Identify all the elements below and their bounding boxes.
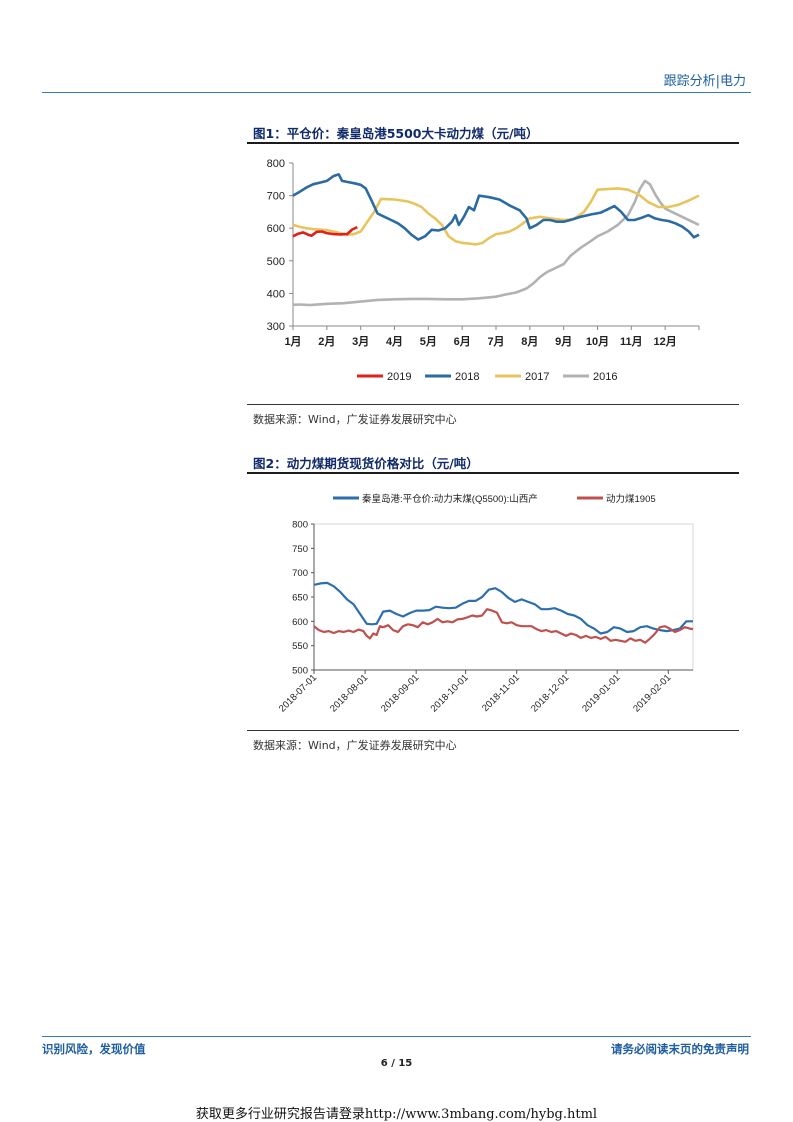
figure1-bottom-rule — [247, 404, 739, 405]
header-divider — [42, 92, 751, 93]
x-tick-label: 12月 — [654, 335, 677, 348]
y-tick-label: 750 — [292, 544, 308, 555]
y-tick-label: 300 — [267, 321, 285, 333]
x-tick-label: 11月 — [620, 335, 643, 348]
x-tick-label: 10月 — [586, 335, 609, 348]
footer-disclaimer-note: 请务必阅读末页的免责声明 — [611, 1041, 749, 1057]
x-tick-label: 2018-09-01 — [379, 672, 421, 714]
legend-label-spot: 秦皇岛港:平仓价:动力末煤(Q5500):山西产 — [362, 493, 538, 505]
y-tick-label: 500 — [292, 666, 308, 677]
series-line-futures — [314, 609, 693, 643]
x-tick-label: 8月 — [521, 335, 538, 348]
x-tick-label: 1月 — [284, 335, 301, 348]
figure1-chart: 300 400 500 600 700 800 1月 2月 3月 4月 5月 6月 7月 8月 9月 10月 1… — [247, 146, 739, 402]
y-tick-label: 700 — [292, 568, 308, 579]
y-tick-label: 600 — [292, 617, 308, 628]
y-tick-label: 700 — [267, 191, 285, 203]
figure2-chart: 500 550 600 650 700 750 800 2018-07-01 2018-08-0… — [247, 476, 739, 728]
y-tick-label: 650 — [292, 593, 308, 604]
y-tick-label: 500 — [267, 256, 285, 268]
figure1-top-rule — [247, 142, 739, 144]
x-tick-label: 7月 — [487, 335, 504, 348]
y-tick-label: 800 — [292, 520, 308, 531]
series-line-spot — [314, 583, 693, 634]
footer-slogan: 识别风险，发现价值 — [42, 1041, 146, 1057]
y-tick-label: 800 — [267, 158, 285, 170]
figure2-title: 图2：动力煤期货现货价格对比（元/吨） — [253, 453, 479, 472]
legend-label-futures: 动力煤1905 — [606, 493, 656, 505]
figure1-title: 图1：平仓价：秦皇岛港5500大卡动力煤（元/吨） — [253, 123, 539, 142]
x-tick-label: 6月 — [454, 335, 471, 348]
page-number: 6 / 15 — [0, 1058, 793, 1069]
x-tick-label: 3月 — [352, 335, 369, 348]
legend-label-2018: 2018 — [455, 371, 479, 383]
x-tick-label: 2月 — [318, 335, 335, 348]
x-tick-label: 2018-10-01 — [429, 672, 471, 714]
x-tick-label: 2018-07-01 — [277, 672, 319, 714]
y-tick-label: 400 — [267, 288, 285, 300]
figure2-source: 数据来源：Wind，广发证券发展研究中心 — [253, 737, 457, 753]
header-section-label: 跟踪分析|电力 — [664, 70, 746, 89]
legend-label-2017: 2017 — [525, 371, 549, 383]
x-tick-label: 2019-02-01 — [631, 672, 673, 714]
y-tick-label: 550 — [292, 641, 308, 652]
x-tick-label: 2018-11-01 — [480, 672, 522, 714]
x-tick-label: 2019-01-01 — [580, 672, 622, 714]
x-tick-label: 2018-08-01 — [328, 672, 370, 714]
x-tick-label: 9月 — [555, 335, 572, 348]
plot-frame — [314, 524, 693, 670]
x-tick-label: 2018-12-01 — [529, 672, 571, 714]
figure2-bottom-rule — [247, 730, 739, 731]
figure2-top-rule — [247, 472, 739, 474]
y-tick-label: 600 — [267, 223, 285, 235]
x-tick-label: 4月 — [386, 335, 403, 348]
footer-divider — [42, 1036, 751, 1037]
legend-label-2019: 2019 — [387, 371, 411, 383]
figure1-source: 数据来源：Wind，广发证券发展研究中心 — [253, 411, 457, 427]
legend-label-2016: 2016 — [593, 371, 617, 383]
advert-link-text[interactable]: 获取更多行业研究报告请登录http://www.3mbang.com/hybg.… — [0, 1103, 793, 1122]
x-tick-label: 5月 — [420, 335, 437, 348]
